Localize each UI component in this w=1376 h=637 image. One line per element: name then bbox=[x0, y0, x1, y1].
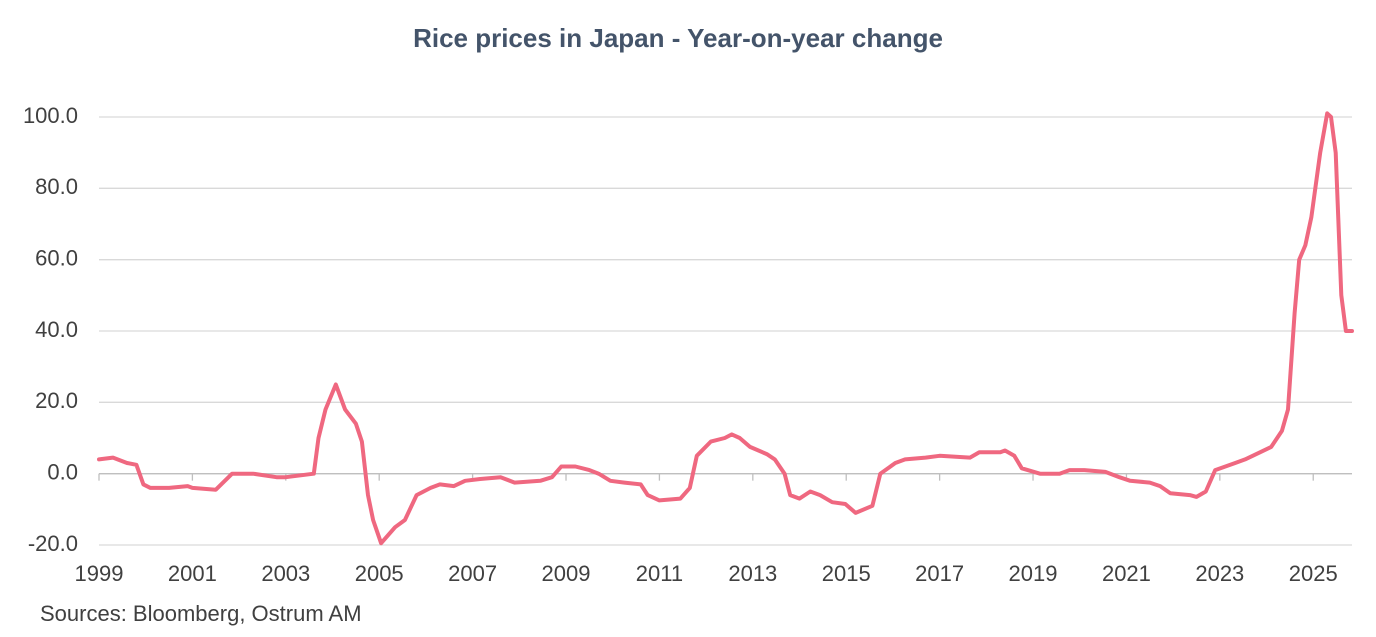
x-tick-label: 2013 bbox=[728, 561, 777, 586]
y-tick-label: 60.0 bbox=[35, 245, 78, 270]
x-tick-label: 1999 bbox=[75, 561, 124, 586]
source-note: Sources: Bloomberg, Ostrum AM bbox=[40, 601, 362, 626]
y-tick-label: 20.0 bbox=[35, 388, 78, 413]
x-tick-label: 2007 bbox=[448, 561, 497, 586]
y-tick-label: 80.0 bbox=[35, 174, 78, 199]
data-line bbox=[97, 111, 1354, 546]
y-tick-label: -20.0 bbox=[28, 531, 78, 556]
x-tick-label: 2003 bbox=[261, 561, 310, 586]
x-tick-label: 2019 bbox=[1009, 561, 1058, 586]
x-tick-label: 2025 bbox=[1289, 561, 1338, 586]
y-tick-label: 40.0 bbox=[35, 317, 78, 342]
x-tick-label: 2015 bbox=[822, 561, 871, 586]
x-tick-label: 2009 bbox=[542, 561, 591, 586]
y-tick-label: 100.0 bbox=[23, 103, 78, 128]
x-tick-label: 2001 bbox=[168, 561, 217, 586]
x-tick-label: 2011 bbox=[636, 561, 683, 586]
y-tick-label: 0.0 bbox=[47, 459, 78, 484]
x-tick-label: 2021 bbox=[1102, 561, 1151, 586]
x-tick-label: 2017 bbox=[915, 561, 964, 586]
x-tick-label: 2005 bbox=[355, 561, 404, 586]
chart-title: Rice prices in Japan - Year-on-year chan… bbox=[413, 23, 943, 53]
x-tick-label: 2023 bbox=[1195, 561, 1244, 586]
